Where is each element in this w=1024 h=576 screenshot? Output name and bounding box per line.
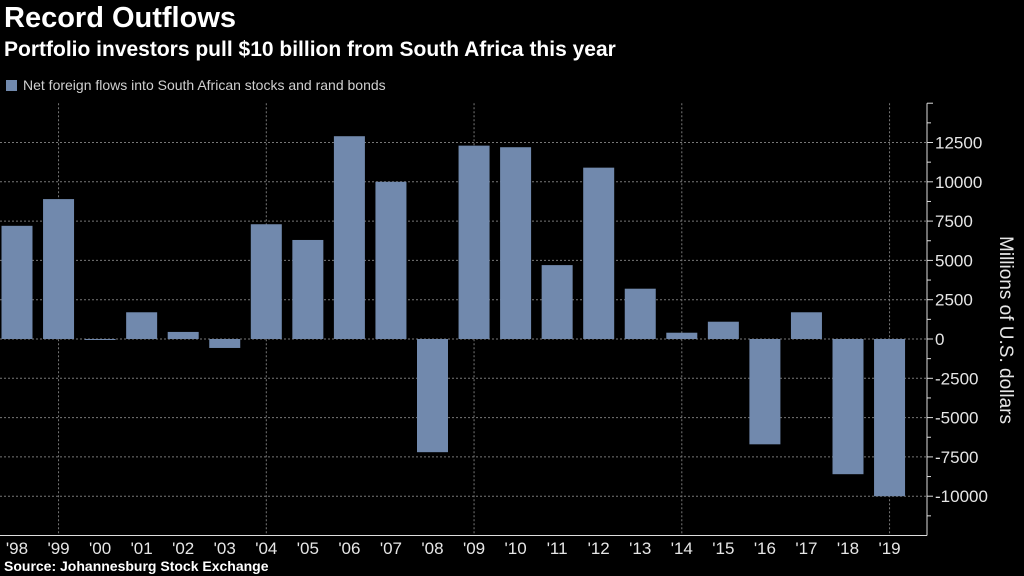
bar-18: [832, 339, 864, 475]
bar-15: [707, 321, 739, 339]
y-tick-label: 7500: [935, 212, 973, 231]
x-tick-label: '10: [505, 539, 527, 558]
bar-06: [333, 136, 365, 339]
x-tick-label: '08: [421, 539, 443, 558]
bar-14: [666, 332, 698, 339]
bar-03: [209, 339, 241, 348]
bar-99: [43, 199, 75, 339]
x-tick-label: '99: [47, 539, 69, 558]
x-tick-label: '09: [463, 539, 485, 558]
x-tick-label: '01: [131, 539, 153, 558]
legend-label: Net foreign flows into South African sto…: [23, 77, 386, 93]
bar-13: [624, 288, 656, 339]
bar-04: [250, 224, 282, 339]
x-tick-label: '06: [338, 539, 360, 558]
bar-02: [167, 331, 199, 339]
y-tick-label: -10000: [935, 487, 988, 506]
y-axis: -10000 -7500 -5000 -2500 0 2500 5000 7500 10000 1…: [0, 102, 988, 536]
y-tick-label: -7500: [935, 448, 978, 467]
y-tick-label: 5000: [935, 251, 973, 270]
x-tick-label: '15: [712, 539, 734, 558]
x-tick-label: '00: [89, 539, 111, 558]
x-tick-label: '98: [6, 539, 28, 558]
bar-16: [749, 339, 781, 445]
bar-00: [84, 339, 116, 340]
x-tick-label: '17: [795, 539, 817, 558]
x-tick-label: '19: [878, 539, 900, 558]
chart-title: Record Outflows: [4, 2, 237, 34]
y-tick-label: -2500: [935, 369, 978, 388]
legend: Net foreign flows into South African sto…: [6, 77, 386, 93]
x-tick-label: '04: [255, 539, 277, 558]
x-axis-labels: '98 '99 '00 '01 '02 '03 '04 '05 '06 '07 '08 '09 '10 '…: [6, 539, 901, 558]
x-tick-label: '02: [172, 539, 194, 558]
bar-17: [790, 312, 822, 339]
bar-05: [292, 239, 324, 339]
x-tick-label: '18: [837, 539, 859, 558]
y-tick-label: 0: [935, 330, 944, 349]
bar-11: [541, 265, 573, 339]
bar-98: [1, 225, 33, 339]
bar-01: [126, 312, 158, 339]
y-tick-label: 12500: [935, 134, 982, 153]
bar-10: [500, 147, 532, 339]
x-tick-label: '12: [588, 539, 610, 558]
legend-swatch: [6, 79, 17, 91]
bar-08: [417, 339, 448, 453]
y-tick-label: 10000: [935, 173, 982, 192]
bar-09: [458, 145, 490, 339]
bar-12: [583, 167, 615, 339]
x-tick-label: '03: [214, 539, 236, 558]
x-tick-label: '11: [547, 539, 568, 558]
x-tick-label: '14: [671, 539, 693, 558]
source-note: Source: Johannesburg Stock Exchange: [4, 558, 269, 574]
y-tick-label: -5000: [935, 409, 978, 428]
y-axis-label: Millions of U.S. dollars: [995, 236, 1016, 424]
bar-07: [375, 181, 407, 339]
y-tick-label: 2500: [935, 291, 973, 310]
x-tick-label: '16: [754, 539, 776, 558]
x-tick-label: '05: [297, 539, 319, 558]
bar-19: [874, 339, 906, 497]
x-tick-label: '07: [380, 539, 402, 558]
chart-subtitle: Portfolio investors pull $10 billion fro…: [4, 38, 616, 61]
x-tick-label: '13: [629, 539, 651, 558]
bars: [1, 136, 906, 497]
